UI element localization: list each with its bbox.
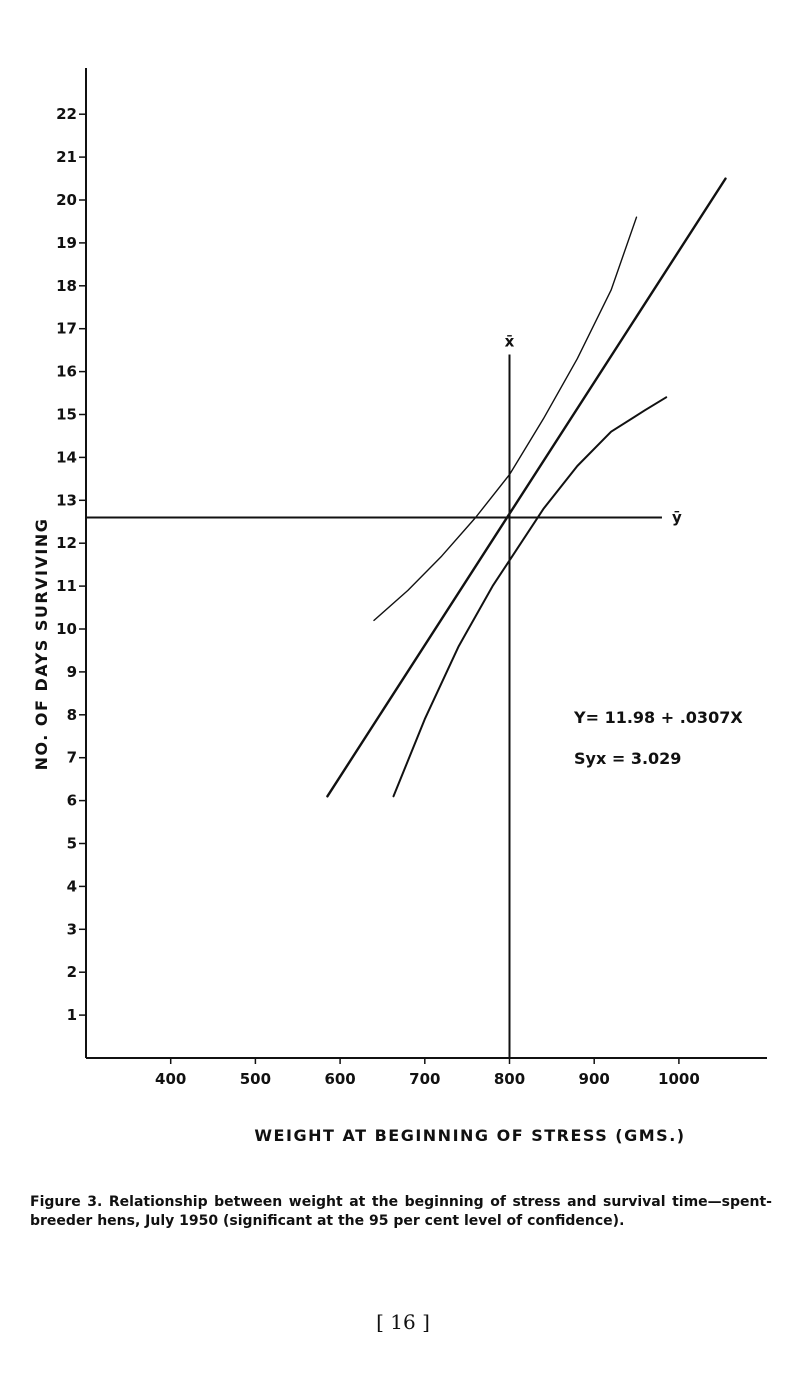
regression-equation: Y= 11.98 + .0307X <box>573 708 743 727</box>
axes <box>85 68 767 1059</box>
x-tick-label: 500 <box>240 1070 271 1088</box>
y-tick-label: 21 <box>56 148 77 166</box>
x-tick-label: 800 <box>494 1070 525 1088</box>
x-tick-label: 900 <box>579 1070 610 1088</box>
y-tick-label: 19 <box>56 234 77 252</box>
x-mean-label: x̄ <box>505 332 515 350</box>
y-tick-label: 7 <box>67 749 77 767</box>
x-tick-label: 700 <box>409 1070 440 1088</box>
y-tick-label: 12 <box>56 534 77 552</box>
y-tick-label: 20 <box>56 191 77 209</box>
y-tick-label: 6 <box>67 792 77 810</box>
y-tick-label: 11 <box>56 577 77 595</box>
figure-caption: Figure 3. Relationship between weight at… <box>30 1194 772 1229</box>
y-tick-label: 2 <box>67 963 77 981</box>
y-tick-label: 4 <box>67 877 77 895</box>
y-tick-label: 5 <box>67 835 77 853</box>
y-tick-label: 8 <box>67 706 77 724</box>
y-tick-label: 18 <box>56 277 77 295</box>
y-tick-label: 1 <box>67 1006 77 1024</box>
series-group <box>326 177 727 798</box>
y-tick-label: 15 <box>56 406 77 424</box>
y-tick-label: 14 <box>56 448 77 466</box>
standard-error-annotation: Syx = 3.029 <box>574 749 681 768</box>
y-tick-label: 9 <box>67 663 77 681</box>
y-tick-label: 13 <box>56 491 77 509</box>
y-tick-label: 3 <box>67 920 77 938</box>
y-tick-label: 17 <box>56 320 77 338</box>
y-tick-label: 22 <box>56 105 77 123</box>
y-tick-label: 16 <box>56 363 77 381</box>
upper-confidence-band-line <box>373 216 638 622</box>
y-tick-label: 10 <box>56 620 77 638</box>
x-tick-label: 1000 <box>658 1070 700 1088</box>
x-ticks: 400 500 600 700 800 900 1000 <box>155 1058 700 1088</box>
x-axis-title: WEIGHT AT BEGINNING OF STRESS (GMS.) <box>254 1126 685 1145</box>
x-tick-label: 600 <box>324 1070 355 1088</box>
lower-confidence-band-line <box>392 396 668 798</box>
y-mean-label: ȳ <box>672 508 682 526</box>
page-number: [ 16 ] <box>376 1310 430 1334</box>
y-axis-title: NO. OF DAYS SURVIVING <box>32 518 51 771</box>
reference-lines: x̄ ȳ <box>86 332 682 1058</box>
regression-line <box>326 177 727 798</box>
x-tick-label: 400 <box>155 1070 186 1088</box>
